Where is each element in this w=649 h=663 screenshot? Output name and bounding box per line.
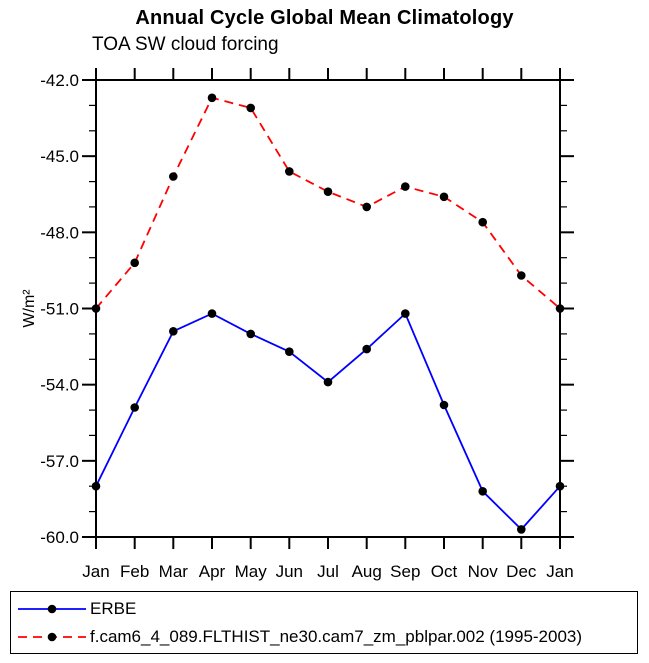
data-point	[401, 309, 410, 318]
data-point	[323, 187, 333, 196]
y-axis-title: W/m²	[21, 289, 38, 328]
legend-sample-marker	[47, 632, 57, 641]
data-point	[439, 192, 449, 202]
data-point	[478, 487, 488, 496]
x-axis-tick-label: Jun	[276, 562, 303, 581]
plot-area: Jan Feb Mar Apr May Jun Jul Aug Sep Oct Nov Dec Jan-…	[21, 68, 574, 581]
chart-title: Annual Cycle Global Mean Climatology	[135, 7, 514, 29]
y-axis-tick-label: -54.0	[40, 376, 79, 395]
data-point	[91, 481, 101, 491]
legend-item-erbe: ERBE	[11, 595, 637, 623]
data-point	[207, 309, 217, 318]
data-point	[555, 304, 565, 313]
data-point	[207, 93, 217, 103]
x-axis-tick-label: Sep	[390, 562, 420, 581]
data-point	[401, 182, 410, 191]
x-axis-tick-label: Oct	[431, 562, 458, 581]
data-point	[91, 304, 101, 313]
legend-item-model: f.cam6_4_089.FLTHIST_ne30.cam7_zm_pblpar…	[11, 623, 637, 651]
x-axis-tick-label: Aug	[352, 562, 382, 581]
data-point	[285, 347, 294, 357]
legend-line-sample-dashed	[18, 632, 86, 641]
data-point	[246, 329, 255, 339]
data-point	[362, 202, 372, 212]
chart-subtitle: TOA SW cloud forcing	[92, 34, 279, 55]
data-point	[323, 377, 333, 387]
data-point	[362, 344, 372, 354]
x-axis-tick-label: Nov	[468, 562, 499, 581]
data-point	[246, 103, 255, 113]
series-line-model	[95, 96, 561, 310]
data-point	[130, 258, 139, 268]
legend-line-sample-solid	[18, 604, 86, 613]
plot-frame	[95, 79, 561, 538]
legend-box: ERBE f.cam6_4_089.FLTHIST_ne30.cam7_zm_p…	[10, 591, 638, 654]
x-axis-tick-label: Jul	[317, 562, 339, 581]
y-axis-tick-label: -42.0	[40, 71, 79, 90]
x-axis-tick-label: Dec	[506, 562, 537, 581]
data-point	[517, 271, 526, 280]
x-axis-tick-label: Jan	[82, 562, 109, 581]
x-axis-tick-label: Mar	[159, 562, 189, 581]
x-axis-tick-label: Apr	[199, 562, 226, 581]
legend-label-model: f.cam6_4_089.FLTHIST_ne30.cam7_zm_pblpar…	[90, 626, 583, 646]
data-point	[285, 167, 294, 176]
data-point	[130, 403, 139, 412]
x-axis-tick-label: May	[235, 562, 268, 581]
y-axis-tick-label: -57.0	[40, 452, 79, 471]
y-axis-tick-label: -45.0	[40, 147, 79, 166]
legend-label-erbe: ERBE	[90, 598, 137, 618]
data-point	[169, 327, 178, 336]
y-axis-tick-label: -60.0	[40, 528, 79, 547]
series-line-erbe	[95, 312, 561, 531]
y-axis-tick-label: -51.0	[40, 300, 79, 319]
x-axis-tick-label: Jan	[546, 562, 573, 581]
data-point	[169, 172, 178, 181]
data-point	[478, 217, 488, 227]
y-axis-tick-label: -48.0	[40, 223, 79, 242]
x-axis-tick-label: Feb	[120, 562, 149, 581]
data-point	[439, 400, 449, 410]
legend-sample-marker	[47, 604, 57, 613]
data-point	[517, 525, 526, 534]
data-point	[555, 481, 565, 491]
